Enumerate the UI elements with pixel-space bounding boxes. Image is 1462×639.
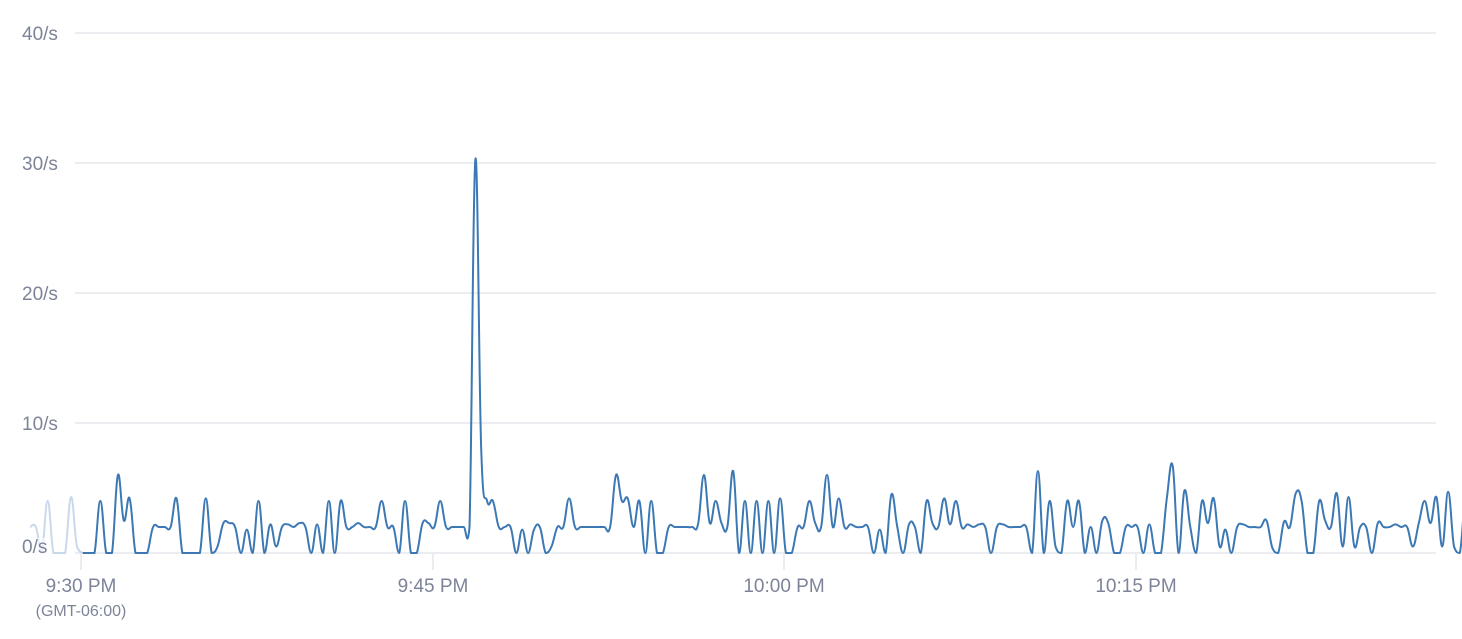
- gridlines: [75, 32, 1436, 554]
- x-tick-label-1015pm: 10:15 PM: [1095, 576, 1177, 597]
- x-tick-label-930pm: 9:30 PM: [45, 576, 117, 597]
- y-tick-label-30: 30/s: [22, 154, 58, 175]
- y-tick-label-10: 10/s: [22, 414, 58, 435]
- y-tick-label-20: 20/s: [22, 284, 58, 305]
- series-line: [82, 157, 1462, 554]
- x-tick-label-945pm: 9:45 PM: [397, 576, 469, 597]
- x-axis-ticks: [80, 554, 1137, 570]
- timezone-label: (GMT-06:00): [35, 603, 127, 620]
- y-tick-label-0: 0/s: [22, 537, 48, 558]
- x-tick-label-1000pm: 10:00 PM: [743, 576, 825, 597]
- y-tick-label-40: 40/s: [22, 24, 58, 45]
